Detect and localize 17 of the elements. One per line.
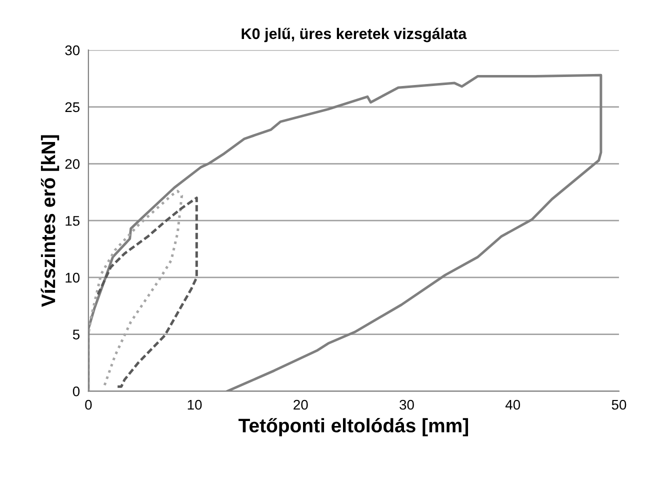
- x-tick-label: 20: [294, 400, 308, 410]
- x-tick-label: 0: [85, 400, 92, 410]
- y-axis-title: Vízszintes erő [kN]: [40, 135, 60, 307]
- y-tick-label: 5: [72, 330, 80, 340]
- y-tick-label: 0: [72, 386, 80, 396]
- x-tick-label: 30: [400, 400, 414, 410]
- x-tick-label: 50: [612, 400, 626, 410]
- x-tick-label: 40: [505, 400, 520, 410]
- x-axis-title: Tetőponti eltolódás [mm]: [238, 418, 468, 436]
- chart-title: K0 jelű, üres keretek vizsgálata: [242, 28, 467, 42]
- y-tick-label: 20: [65, 159, 80, 169]
- line-series: [96, 196, 198, 388]
- y-tick-label: 15: [66, 216, 80, 226]
- y-tick-label: 30: [65, 45, 80, 56]
- x-tick-label: 10: [188, 400, 202, 410]
- y-tick-label: 25: [65, 102, 80, 112]
- y-tick-label: 10: [66, 272, 80, 283]
